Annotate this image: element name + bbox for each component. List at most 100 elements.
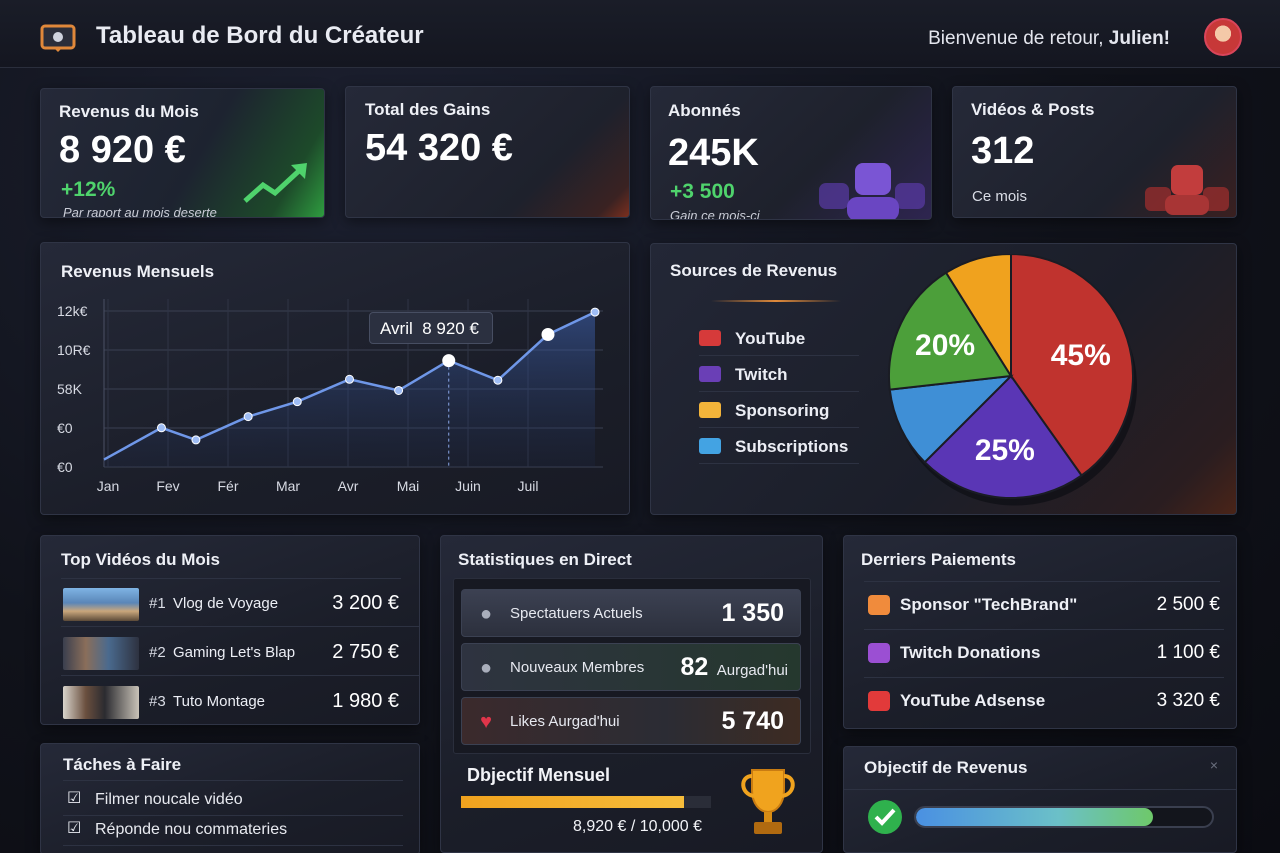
users-icon: ●	[479, 657, 493, 679]
top-bar: Tableau de Bord du Créateur Bienvenue de…	[0, 0, 1280, 68]
stat-value: 5 740	[721, 707, 784, 735]
data-point	[493, 375, 503, 385]
avatar[interactable]	[1204, 18, 1242, 56]
payment-row[interactable]: Twitch Donations 1 100 €	[864, 630, 1224, 678]
data-point	[345, 374, 354, 384]
chart-title: Revenus Mensuels	[61, 262, 215, 281]
payments-card: Derriers Paiements Sponsor "TechBrand" 2…	[843, 535, 1237, 729]
revenue-chart-card: Revenus Mensuels 12k€ 10R€ 58K €0 €0 Jan Fev Fé…	[40, 242, 630, 515]
legend-label: Twitch	[735, 365, 788, 384]
app-title: Tableau de Bord du Créateur	[96, 22, 424, 49]
legend-item-subscriptions[interactable]: Subscriptions	[699, 430, 859, 464]
chart-tooltip[interactable]: Avril 8 920 €	[369, 312, 493, 344]
legend-item-twitch[interactable]: Twitch	[699, 358, 859, 392]
kpi-title: Vidéos & Posts	[971, 100, 1095, 119]
kpi-card-total-earnings[interactable]: Total des Gains 54 320 €	[345, 86, 630, 218]
payment-name: Twitch Donations	[900, 643, 1041, 662]
y-tick-label: €0	[57, 459, 73, 475]
trend-up-icon	[243, 163, 307, 203]
user-name: Julien!	[1108, 28, 1170, 49]
video-amount: 1 980 €	[332, 690, 399, 712]
kpi-value: 312	[971, 130, 1035, 172]
video-row[interactable]: #1 Vlog de Voyage 3 200 €	[61, 579, 419, 627]
revenue-goal-fill	[916, 808, 1153, 826]
goal-progress-fill	[461, 796, 684, 808]
video-row[interactable]: #2 Gaming Let's Blap 2 750 €	[61, 628, 419, 676]
video-name: Gaming Let's Blap	[173, 644, 296, 661]
top-videos-card: Top Vidéos du Mois #1 Vlog de Voyage 3 2…	[40, 535, 420, 725]
y-tick-label: 10R€	[57, 342, 91, 358]
video-posts-icon	[1145, 165, 1229, 215]
x-tick-label: Jan	[97, 478, 120, 494]
task-item[interactable]: ☑ Réponde nou commateries	[63, 816, 403, 846]
stat-value-group: 82 Aurgad'hui	[680, 653, 788, 682]
title-divider	[61, 578, 401, 579]
kpi-card-monthly-revenue[interactable]: Revenus du Mois 8 920 € +12% Par raport …	[40, 88, 325, 218]
pie-slice	[923, 374, 1083, 499]
payment-amount: 3 320 €	[1156, 690, 1220, 711]
kpi-value: 54 320 €	[365, 127, 513, 169]
pie-label: 45%	[1051, 339, 1111, 372]
payment-row[interactable]: YouTube Adsense 3 320 €	[864, 678, 1224, 726]
stat-label: Likes Aurgad'hui	[510, 713, 620, 730]
checkbox-checked-icon[interactable]: ☑	[67, 790, 82, 807]
live-stats-title: Statistiques en Direct	[458, 550, 632, 569]
kpi-value: 245K	[668, 132, 759, 174]
welcome-message: Bienvenue de retour, Julien!	[928, 28, 1170, 50]
top-videos-title: Top Vidéos du Mois	[61, 550, 220, 569]
data-point	[442, 354, 456, 368]
x-tick-label: Fér	[218, 478, 239, 494]
kpi-subtitle: Par raport au mois deserte	[63, 205, 217, 218]
tasks-title: Táches à Faire	[63, 755, 182, 774]
legend-item-youtube[interactable]: YouTube	[699, 322, 859, 356]
stat-current-viewers[interactable]: ● Spectatuers Actuels 1 350	[461, 589, 801, 637]
video-amount: 2 750 €	[332, 641, 399, 663]
video-thumbnail	[63, 588, 139, 621]
stat-likes-today[interactable]: ♥ Likes Aurgad'hui 5 740	[461, 697, 801, 745]
goal-title: Dbjectif Mensuel	[467, 765, 611, 785]
stat-new-members[interactable]: ● Nouveaux Membres 82 Aurgad'hui	[461, 643, 801, 691]
data-point	[590, 307, 600, 317]
trophy-icon	[741, 769, 795, 834]
kpi-card-videos-posts[interactable]: Vidéos & Posts 312 Ce mois	[952, 86, 1237, 218]
video-row[interactable]: #3 Tuto Montage 1 980 €	[61, 677, 419, 724]
title-divider	[864, 581, 1220, 582]
pie-slice	[944, 254, 1012, 380]
video-amount: 3 200 €	[332, 592, 399, 614]
users-icon: ●	[479, 603, 493, 625]
payment-amount: 1 100 €	[1156, 642, 1220, 663]
x-tick-label: Juil	[517, 478, 538, 494]
envelope-icon	[868, 595, 890, 615]
payment-row[interactable]: Sponsor "TechBrand" 2 500 €	[864, 582, 1224, 630]
revenue-goal-track	[914, 806, 1214, 828]
revenue-sources-card: Sources de Revenus YouTube Twitch Sponso…	[650, 243, 1237, 515]
payment-amount: 2 500 €	[1156, 594, 1220, 615]
x-tick-label: Fev	[156, 478, 179, 494]
stat-label: Nouveaux Membres	[510, 659, 645, 676]
stat-label: Spectatuers Actuels	[510, 605, 643, 622]
sources-title: Sources de Revenus	[670, 261, 838, 280]
data-point	[243, 412, 253, 422]
x-tick-label: Mai	[397, 478, 420, 494]
kpi-delta: +3 500	[670, 180, 735, 203]
x-tick-label: Mar	[276, 478, 300, 494]
check-circle-icon	[868, 800, 902, 834]
kpi-title: Revenus du Mois	[59, 102, 199, 121]
sponsoring-swatch	[699, 402, 721, 418]
subscribers-icon	[819, 163, 925, 219]
pie-label: 25%	[975, 434, 1035, 467]
legend-item-sponsoring[interactable]: Sponsoring	[699, 394, 859, 428]
youtube-icon	[699, 330, 721, 346]
tooltip-value: 8 920 €	[422, 319, 479, 338]
y-tick-label: 58K	[57, 381, 83, 397]
task-item[interactable]: ☑ Filmer noucale vidéo	[63, 786, 403, 816]
logo-icon	[40, 24, 76, 52]
goal-track	[461, 796, 711, 808]
video-rank: #2	[149, 644, 166, 661]
stat-suffix: Aurgad'hui	[716, 662, 788, 679]
close-icon[interactable]: ×	[1209, 757, 1218, 773]
kpi-title: Total des Gains	[365, 100, 491, 119]
checkbox-checked-icon[interactable]: ☑	[67, 820, 82, 837]
youtube-icon	[868, 691, 890, 711]
kpi-card-subscribers[interactable]: Abonnés 245K +3 500 Gain ce mois-ci	[650, 86, 932, 220]
